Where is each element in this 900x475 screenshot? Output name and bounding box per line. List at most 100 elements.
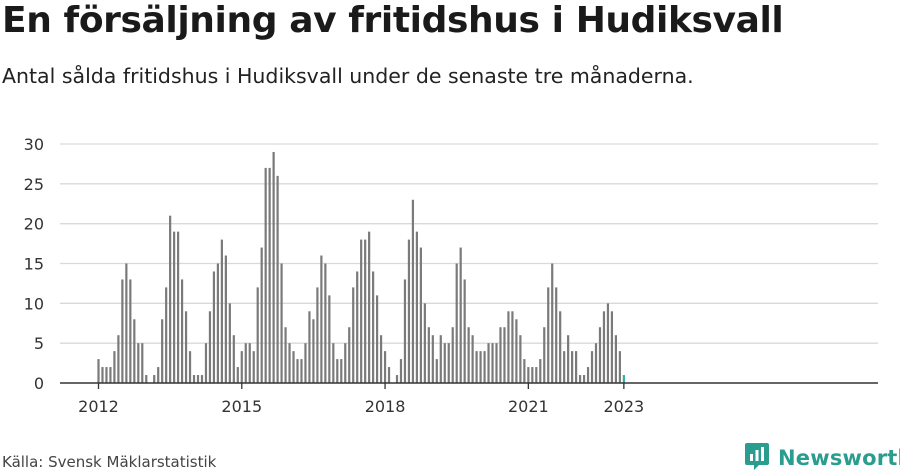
bar bbox=[535, 367, 538, 383]
bar bbox=[395, 375, 399, 383]
bar bbox=[224, 255, 227, 383]
bar bbox=[387, 367, 391, 383]
bar bbox=[419, 247, 422, 383]
bar bbox=[435, 359, 438, 383]
bar bbox=[555, 287, 558, 383]
bar bbox=[188, 351, 192, 383]
bar bbox=[431, 335, 434, 383]
bar bbox=[471, 335, 474, 383]
chart-title: En försäljning av fritidshus i Hudiksval… bbox=[2, 0, 784, 41]
bar bbox=[316, 287, 319, 383]
bar bbox=[503, 327, 506, 383]
bar bbox=[559, 311, 562, 383]
bar bbox=[117, 335, 120, 383]
bar bbox=[523, 359, 526, 383]
bar bbox=[180, 279, 184, 383]
bar bbox=[320, 255, 323, 383]
bar bbox=[252, 351, 255, 383]
bar bbox=[360, 239, 363, 383]
bar bbox=[272, 151, 275, 383]
y-tick-label: 0 bbox=[34, 374, 44, 393]
bar bbox=[145, 375, 148, 383]
bar bbox=[157, 367, 160, 383]
bar bbox=[184, 311, 188, 383]
bar bbox=[113, 351, 116, 383]
bar bbox=[511, 311, 514, 383]
bar bbox=[606, 303, 610, 383]
bar bbox=[101, 367, 104, 383]
bar bbox=[192, 375, 196, 383]
y-tick-label: 30 bbox=[24, 135, 44, 154]
bar bbox=[228, 303, 231, 383]
bar bbox=[260, 247, 263, 383]
bar bbox=[304, 343, 307, 383]
bar bbox=[622, 375, 625, 383]
bar bbox=[129, 279, 132, 383]
bar bbox=[284, 327, 287, 383]
bar bbox=[268, 167, 271, 383]
bar bbox=[618, 351, 621, 383]
y-tick-label: 20 bbox=[24, 215, 44, 234]
bar bbox=[531, 367, 534, 383]
bar bbox=[125, 263, 128, 383]
bar bbox=[575, 351, 578, 383]
bar bbox=[467, 327, 470, 383]
bar bbox=[368, 231, 371, 383]
bar bbox=[244, 343, 247, 383]
bar bbox=[356, 271, 359, 383]
bar bbox=[376, 295, 379, 383]
bar bbox=[105, 367, 108, 383]
bar bbox=[515, 319, 518, 383]
bar bbox=[491, 343, 494, 383]
bar bbox=[141, 343, 144, 383]
bar bbox=[232, 335, 235, 383]
data-label: 1 bbox=[635, 0, 645, 4]
bar bbox=[220, 239, 223, 383]
bar bbox=[137, 343, 140, 383]
bar bbox=[288, 343, 291, 383]
bar bbox=[364, 239, 367, 383]
bar bbox=[547, 287, 550, 383]
bar bbox=[590, 351, 594, 383]
bar bbox=[610, 311, 614, 383]
bar bbox=[495, 343, 498, 383]
bar bbox=[204, 343, 208, 383]
bar bbox=[519, 335, 522, 383]
bar bbox=[372, 271, 375, 383]
chart-subtitle: Antal sålda fritidshus i Hudiksvall unde… bbox=[2, 64, 694, 88]
bar bbox=[379, 335, 383, 383]
bar bbox=[248, 343, 251, 383]
y-tick-label: 25 bbox=[24, 175, 44, 194]
bar bbox=[169, 215, 172, 383]
bar bbox=[415, 231, 418, 383]
bar bbox=[328, 295, 331, 383]
x-tick-label: 2023 bbox=[604, 397, 645, 416]
newsworthy-brand-name: Newsworthy bbox=[778, 446, 900, 470]
bar bbox=[403, 279, 407, 383]
bar bbox=[479, 351, 482, 383]
bar bbox=[340, 359, 343, 383]
bar bbox=[551, 263, 554, 383]
bar bbox=[236, 367, 239, 383]
bar bbox=[602, 311, 606, 383]
bar bbox=[165, 287, 168, 383]
newsworthy-logo-icon bbox=[744, 441, 770, 475]
bar bbox=[427, 327, 430, 383]
bar bbox=[240, 351, 243, 383]
bar bbox=[411, 199, 415, 383]
bar bbox=[332, 343, 335, 383]
bar bbox=[475, 351, 478, 383]
bar bbox=[563, 351, 566, 383]
newsworthy-brand[interactable]: Newsworthy bbox=[744, 441, 900, 475]
bar bbox=[173, 231, 176, 383]
bar bbox=[407, 239, 411, 383]
bar bbox=[161, 319, 164, 383]
bar bbox=[97, 359, 100, 383]
x-tick-label: 2012 bbox=[78, 397, 119, 416]
bar bbox=[383, 351, 387, 383]
bar bbox=[324, 263, 327, 383]
bar bbox=[614, 335, 617, 383]
bar bbox=[598, 327, 602, 383]
bar bbox=[543, 327, 546, 383]
